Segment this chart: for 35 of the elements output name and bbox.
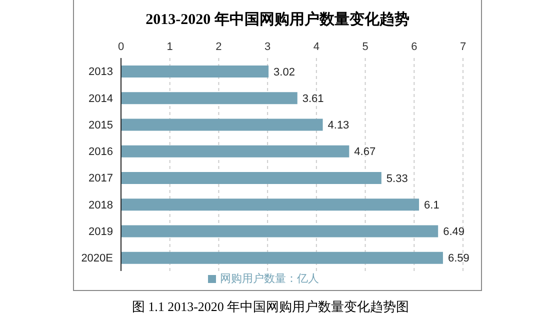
- bar: [121, 145, 350, 158]
- y-tick-label: 2014: [88, 92, 113, 105]
- data-label: 5.33: [386, 172, 408, 185]
- bar: [121, 65, 269, 78]
- legend-label: 网购用户数量：亿人: [220, 273, 319, 285]
- caption: 图 1.1 2013-2020 年中国网购用户数量变化趋势图: [130, 298, 410, 316]
- y-tick-label: 2020E: [81, 252, 113, 265]
- data-label: 6.1: [424, 199, 440, 212]
- data-label: 4.67: [354, 146, 376, 158]
- bar: [121, 172, 382, 184]
- x-tick-label: 3: [264, 41, 271, 53]
- data-label: 4.13: [328, 120, 350, 132]
- bar: [121, 225, 438, 238]
- bar: [121, 92, 298, 104]
- bar: [121, 198, 420, 211]
- x-tick-label: 2: [216, 41, 222, 53]
- y-tick-label: 2016: [88, 146, 113, 158]
- bar: [121, 252, 443, 264]
- x-tick-label: 0: [118, 41, 124, 53]
- data-label: 6.49: [443, 226, 465, 238]
- x-tick-label: 7: [460, 41, 466, 53]
- y-tick-label: 2015: [88, 119, 113, 132]
- y-tick-label: 2018: [88, 199, 113, 212]
- x-tick-label: 4: [313, 41, 320, 53]
- bar: [121, 118, 323, 131]
- data-label: 6.59: [448, 252, 470, 265]
- x-tick-label: 6: [411, 41, 418, 53]
- x-tick-label: 1: [166, 41, 173, 53]
- chart-title: 2013-2020 年中国网购用户数量变化趋势: [144, 10, 410, 29]
- y-tick-label: 2017: [88, 172, 113, 185]
- x-tick-label: 5: [362, 41, 368, 53]
- y-tick-label: 2019: [88, 226, 113, 238]
- data-label: 3.61: [302, 92, 324, 105]
- data-label: 3.02: [274, 66, 295, 78]
- y-tick-label: 2013: [88, 66, 113, 78]
